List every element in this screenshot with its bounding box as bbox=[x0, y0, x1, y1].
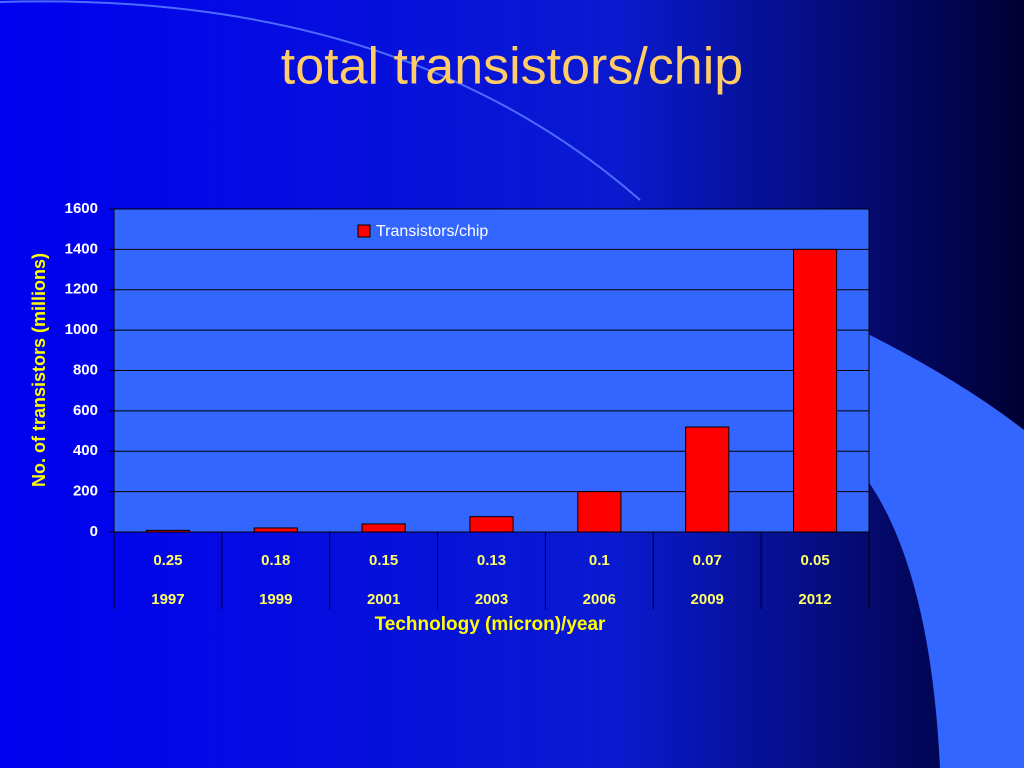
y-tick-label: 400 bbox=[73, 442, 98, 459]
x-axis-label: Technology (micron)/year bbox=[375, 614, 606, 635]
x-tick-label: 0.05 bbox=[800, 552, 829, 569]
x-tick-label: 0.07 bbox=[693, 552, 722, 569]
x-tick-label: 0.25 bbox=[153, 552, 182, 569]
y-tick-label: 1000 bbox=[65, 321, 98, 338]
y-axis-label: No. of transistors (millions) bbox=[29, 253, 49, 487]
y-tick-label: 800 bbox=[73, 361, 98, 378]
x-tick-label-year: 2012 bbox=[798, 591, 831, 608]
bar bbox=[685, 426, 730, 533]
legend-swatch bbox=[357, 224, 371, 238]
x-tick-label-year: 2006 bbox=[583, 591, 616, 608]
y-tick-label: 1400 bbox=[65, 240, 98, 257]
slide-title: total transistors/chip bbox=[281, 38, 743, 96]
bar bbox=[577, 491, 622, 533]
bar bbox=[145, 529, 191, 533]
x-tick-label-year: 1997 bbox=[151, 591, 184, 608]
y-tick-label: 1200 bbox=[65, 281, 98, 298]
x-tick-label: 0.13 bbox=[477, 552, 506, 569]
bar bbox=[793, 248, 838, 533]
decor-curve bbox=[0, 0, 641, 201]
y-tick-label: 600 bbox=[73, 402, 98, 419]
x-tick-label-year: 2001 bbox=[367, 591, 400, 608]
x-tick-label-year: 1999 bbox=[259, 591, 292, 608]
bar bbox=[469, 516, 514, 533]
y-tick-label: 1600 bbox=[65, 200, 98, 217]
decor-shape bbox=[860, 330, 1024, 768]
x-tick-label: 0.18 bbox=[261, 552, 290, 569]
x-tick-label-year: 2009 bbox=[691, 591, 724, 608]
y-tick-label: 0 bbox=[90, 523, 98, 540]
x-tick-label-year: 2003 bbox=[475, 591, 508, 608]
x-tick-label: 0.1 bbox=[589, 552, 610, 569]
bar bbox=[253, 527, 298, 533]
x-tick-label: 0.15 bbox=[369, 552, 398, 569]
bar bbox=[361, 523, 406, 533]
legend-label: Transistors/chip bbox=[376, 223, 488, 240]
y-tick-label: 200 bbox=[73, 483, 98, 500]
